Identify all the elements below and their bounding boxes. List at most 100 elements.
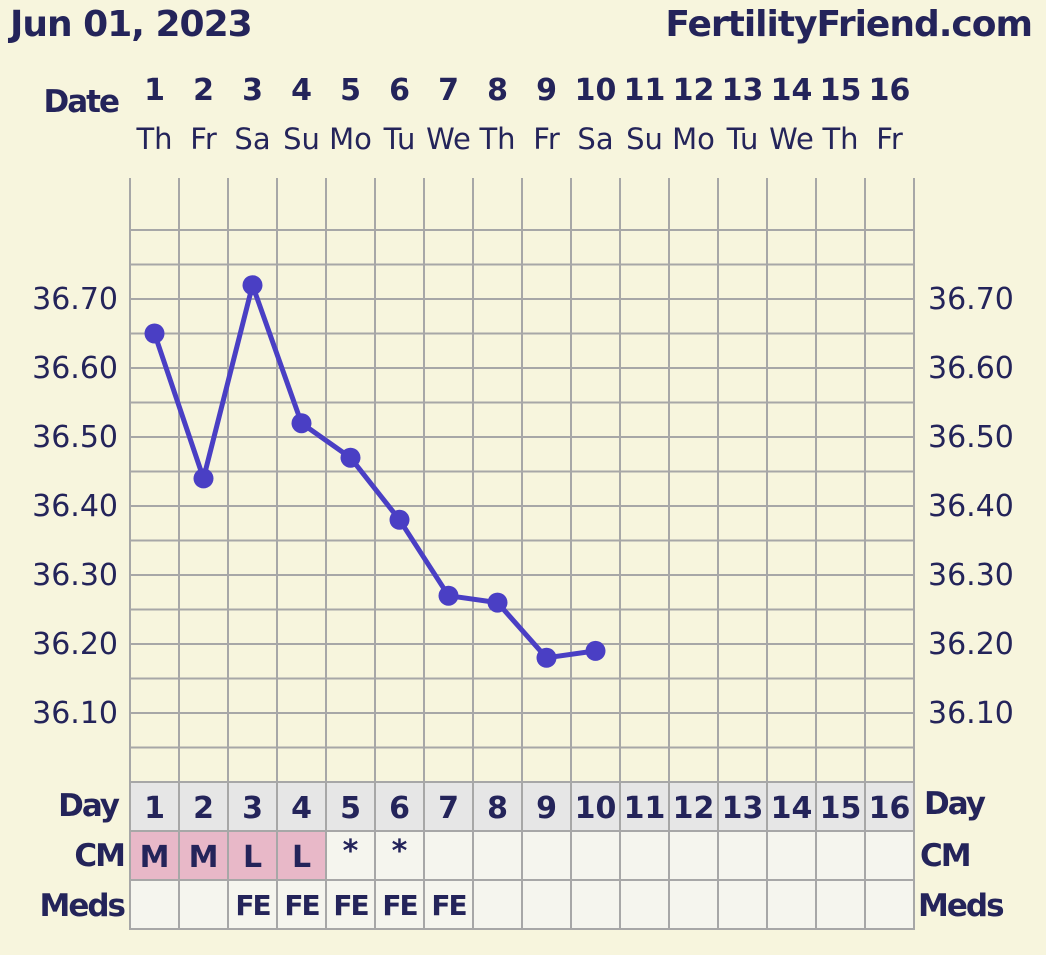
cycle-day-number: 16 [869,791,911,826]
grid [129,178,915,783]
date-number: 1 [144,73,165,108]
meds-row-label-left: Meds [39,888,124,924]
table-cell [717,830,768,881]
cycle-day-number: 7 [438,791,459,826]
cm-row-label-left: CM [74,838,124,874]
chart-date-title: Jun 01, 2023 [10,4,253,45]
cycle-day-number: 5 [340,791,361,826]
cycle-day-number: 9 [536,791,557,826]
meds-row-label-right: Meds [918,888,1003,924]
table-cell [766,879,817,930]
y-tick-label-left: 36.30 [32,558,118,593]
temperature-point [487,592,508,613]
cycle-day-number: 2 [193,791,214,826]
day-of-week-label: Su [283,122,320,156]
day-of-week-label: Fr [190,122,217,156]
temperature-points [144,275,606,668]
table-cell [717,879,768,930]
date-number: 12 [673,73,715,108]
table-cell [325,830,376,881]
y-tick-label-left: 36.50 [32,420,118,455]
date-number: 5 [340,73,361,108]
y-tick-label-left: 36.40 [32,489,118,524]
table-cell [227,879,278,930]
table-cell [619,830,670,881]
y-tick-label-left: 36.20 [32,627,118,662]
cm-row-label-right: CM [920,838,970,874]
temperature-point [585,640,606,661]
cm-value: L [243,840,262,875]
axis-labels: Date Day CM Meds Day CM Meds 36.70 36.70 3… [32,73,1014,924]
table-cell [815,830,866,881]
y-tick-label-right: 36.70 [928,282,1014,317]
table-cell [570,830,621,881]
cm-value: * [392,834,408,869]
table-cell [864,879,915,930]
table-cell [766,830,817,881]
date-number: 3 [242,73,263,108]
date-number: 9 [536,73,557,108]
temperature-point [438,585,459,606]
table-cell [178,781,229,832]
meds-value: FE [284,889,319,922]
table-cell [619,879,670,930]
y-tick-label-left: 36.10 [32,696,118,731]
bottom-table: 1 2 3 4 5 6 7 8 9 10 11 12 13 14 15 16M M L L * *FE FE FE FE FE [129,781,915,930]
y-tick-label-right: 36.50 [928,420,1014,455]
date-number: 14 [771,73,813,108]
table-cell [521,830,572,881]
cycle-day-number: 13 [722,791,764,826]
cycle-day-number: 1 [144,791,165,826]
cycle-day-number: 14 [771,791,813,826]
table-cell [472,879,523,930]
date-number: 13 [722,73,764,108]
day-of-week-label: We [769,122,814,156]
day-of-week-label: Mo [672,122,715,156]
cycle-day-number: 6 [389,791,410,826]
day-of-week-label: Tu [726,122,759,156]
day-row-label-left: Day [58,788,120,824]
day-of-week-label: Su [626,122,663,156]
cm-value: * [343,834,359,869]
meds-value: FE [235,889,270,922]
table-cell [129,879,180,930]
cm-value: L [292,840,311,875]
date-number: 7 [438,73,459,108]
date-row-label: Date [44,84,119,120]
date-number: 6 [389,73,410,108]
meds-value: FE [333,889,368,922]
table-cell [864,830,915,881]
cm-value: M [189,840,219,875]
temperature-point [340,447,361,468]
table-cell [668,879,719,930]
y-tick-label-right: 36.40 [928,489,1014,524]
table-cell [276,830,327,881]
table-cell [374,879,425,930]
date-number: 11 [624,73,666,108]
y-tick-label-left: 36.70 [32,282,118,317]
table-cell [129,781,180,832]
table-cell [374,781,425,832]
date-number: 10 [575,73,617,108]
temperature-point [242,275,263,296]
date-number: 4 [291,73,312,108]
day-row-label-right: Day [924,786,986,822]
day-of-week-label: Fr [533,122,560,156]
day-of-week-label: Sa [577,122,613,156]
date-number: 15 [820,73,862,108]
day-of-week-label: Sa [234,122,270,156]
cycle-day-number: 11 [624,791,666,826]
table-cell [864,781,915,832]
cycle-day-number: 15 [820,791,862,826]
cycle-day-number: 8 [487,791,508,826]
table-cell [227,830,278,881]
table-cell [815,879,866,930]
meds-value: FE [382,889,417,922]
date-number: 2 [193,73,214,108]
temperature-line [152,282,596,661]
day-of-week-label: Mo [329,122,372,156]
day-of-week-label: Tu [383,122,416,156]
table-cell [521,781,572,832]
